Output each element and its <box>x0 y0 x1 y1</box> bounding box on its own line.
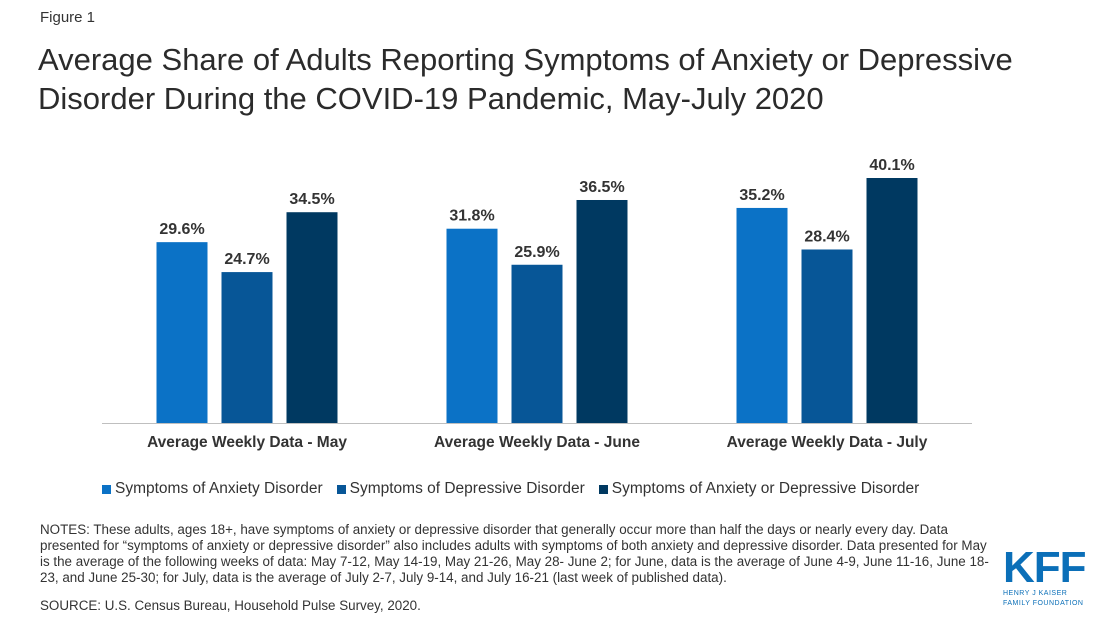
legend-swatch <box>598 484 608 494</box>
bar <box>866 178 918 423</box>
legend-item-anxiety: Symptoms of Anxiety Disorder <box>102 480 323 498</box>
legend-item-depressive: Symptoms of Depressive Disorder <box>336 480 585 498</box>
logo-letters: KFF <box>1003 543 1087 592</box>
legend-item-anxiety-or-depressive: Symptoms of Anxiety or Depressive Disord… <box>598 480 920 498</box>
data-label: 40.1% <box>869 157 914 174</box>
data-label: 29.6% <box>159 221 204 238</box>
legend-swatch <box>336 484 346 494</box>
data-label: 31.8% <box>449 208 494 225</box>
legend-label: Symptoms of Depressive Disorder <box>349 480 585 497</box>
data-label: 24.7% <box>224 251 269 268</box>
legend-swatch <box>102 484 111 494</box>
chart-title: Average Share of Adults Reporting Sympto… <box>38 42 1013 116</box>
bar <box>576 199 628 423</box>
bar <box>286 212 338 423</box>
legend-label: Symptoms of Anxiety or Depressive Disord… <box>611 480 920 497</box>
category-label: Average Weekly Data - June <box>434 434 640 451</box>
logo-line-2: FAMILY FOUNDATION <box>1003 600 1084 607</box>
data-label: 25.9% <box>514 244 559 261</box>
data-label: 35.2% <box>739 187 784 204</box>
bar <box>511 264 563 423</box>
logo-line-1: HENRY J KAISER <box>1003 590 1068 597</box>
data-label: 34.5% <box>289 191 334 208</box>
bar <box>801 249 853 423</box>
chart-source: SOURCE: U.S. Census Bureau, Household Pu… <box>40 598 421 613</box>
legend: Symptoms of Anxiety Disorder Symptoms of… <box>102 480 933 498</box>
bar-chart: 29.6% 24.7% 34.5% Average Weekly Data - May… <box>102 157 972 451</box>
legend-label: Symptoms of Anxiety Disorder <box>115 480 323 497</box>
data-label: 36.5% <box>579 179 624 196</box>
figure-label: Figure 1 <box>40 9 96 26</box>
data-label: 28.4% <box>804 228 849 245</box>
bar <box>221 272 273 423</box>
category-label: Average Weekly Data - May <box>147 434 347 451</box>
kff-logo: KFF HENRY J KAISER FAMILY FOUNDATION <box>1003 543 1089 608</box>
chart-notes: NOTES: These adults, ages 18+, have symp… <box>40 522 989 585</box>
bar <box>446 228 498 423</box>
bar <box>156 242 208 423</box>
category-label: Average Weekly Data - July <box>727 434 928 451</box>
bar <box>736 207 788 423</box>
